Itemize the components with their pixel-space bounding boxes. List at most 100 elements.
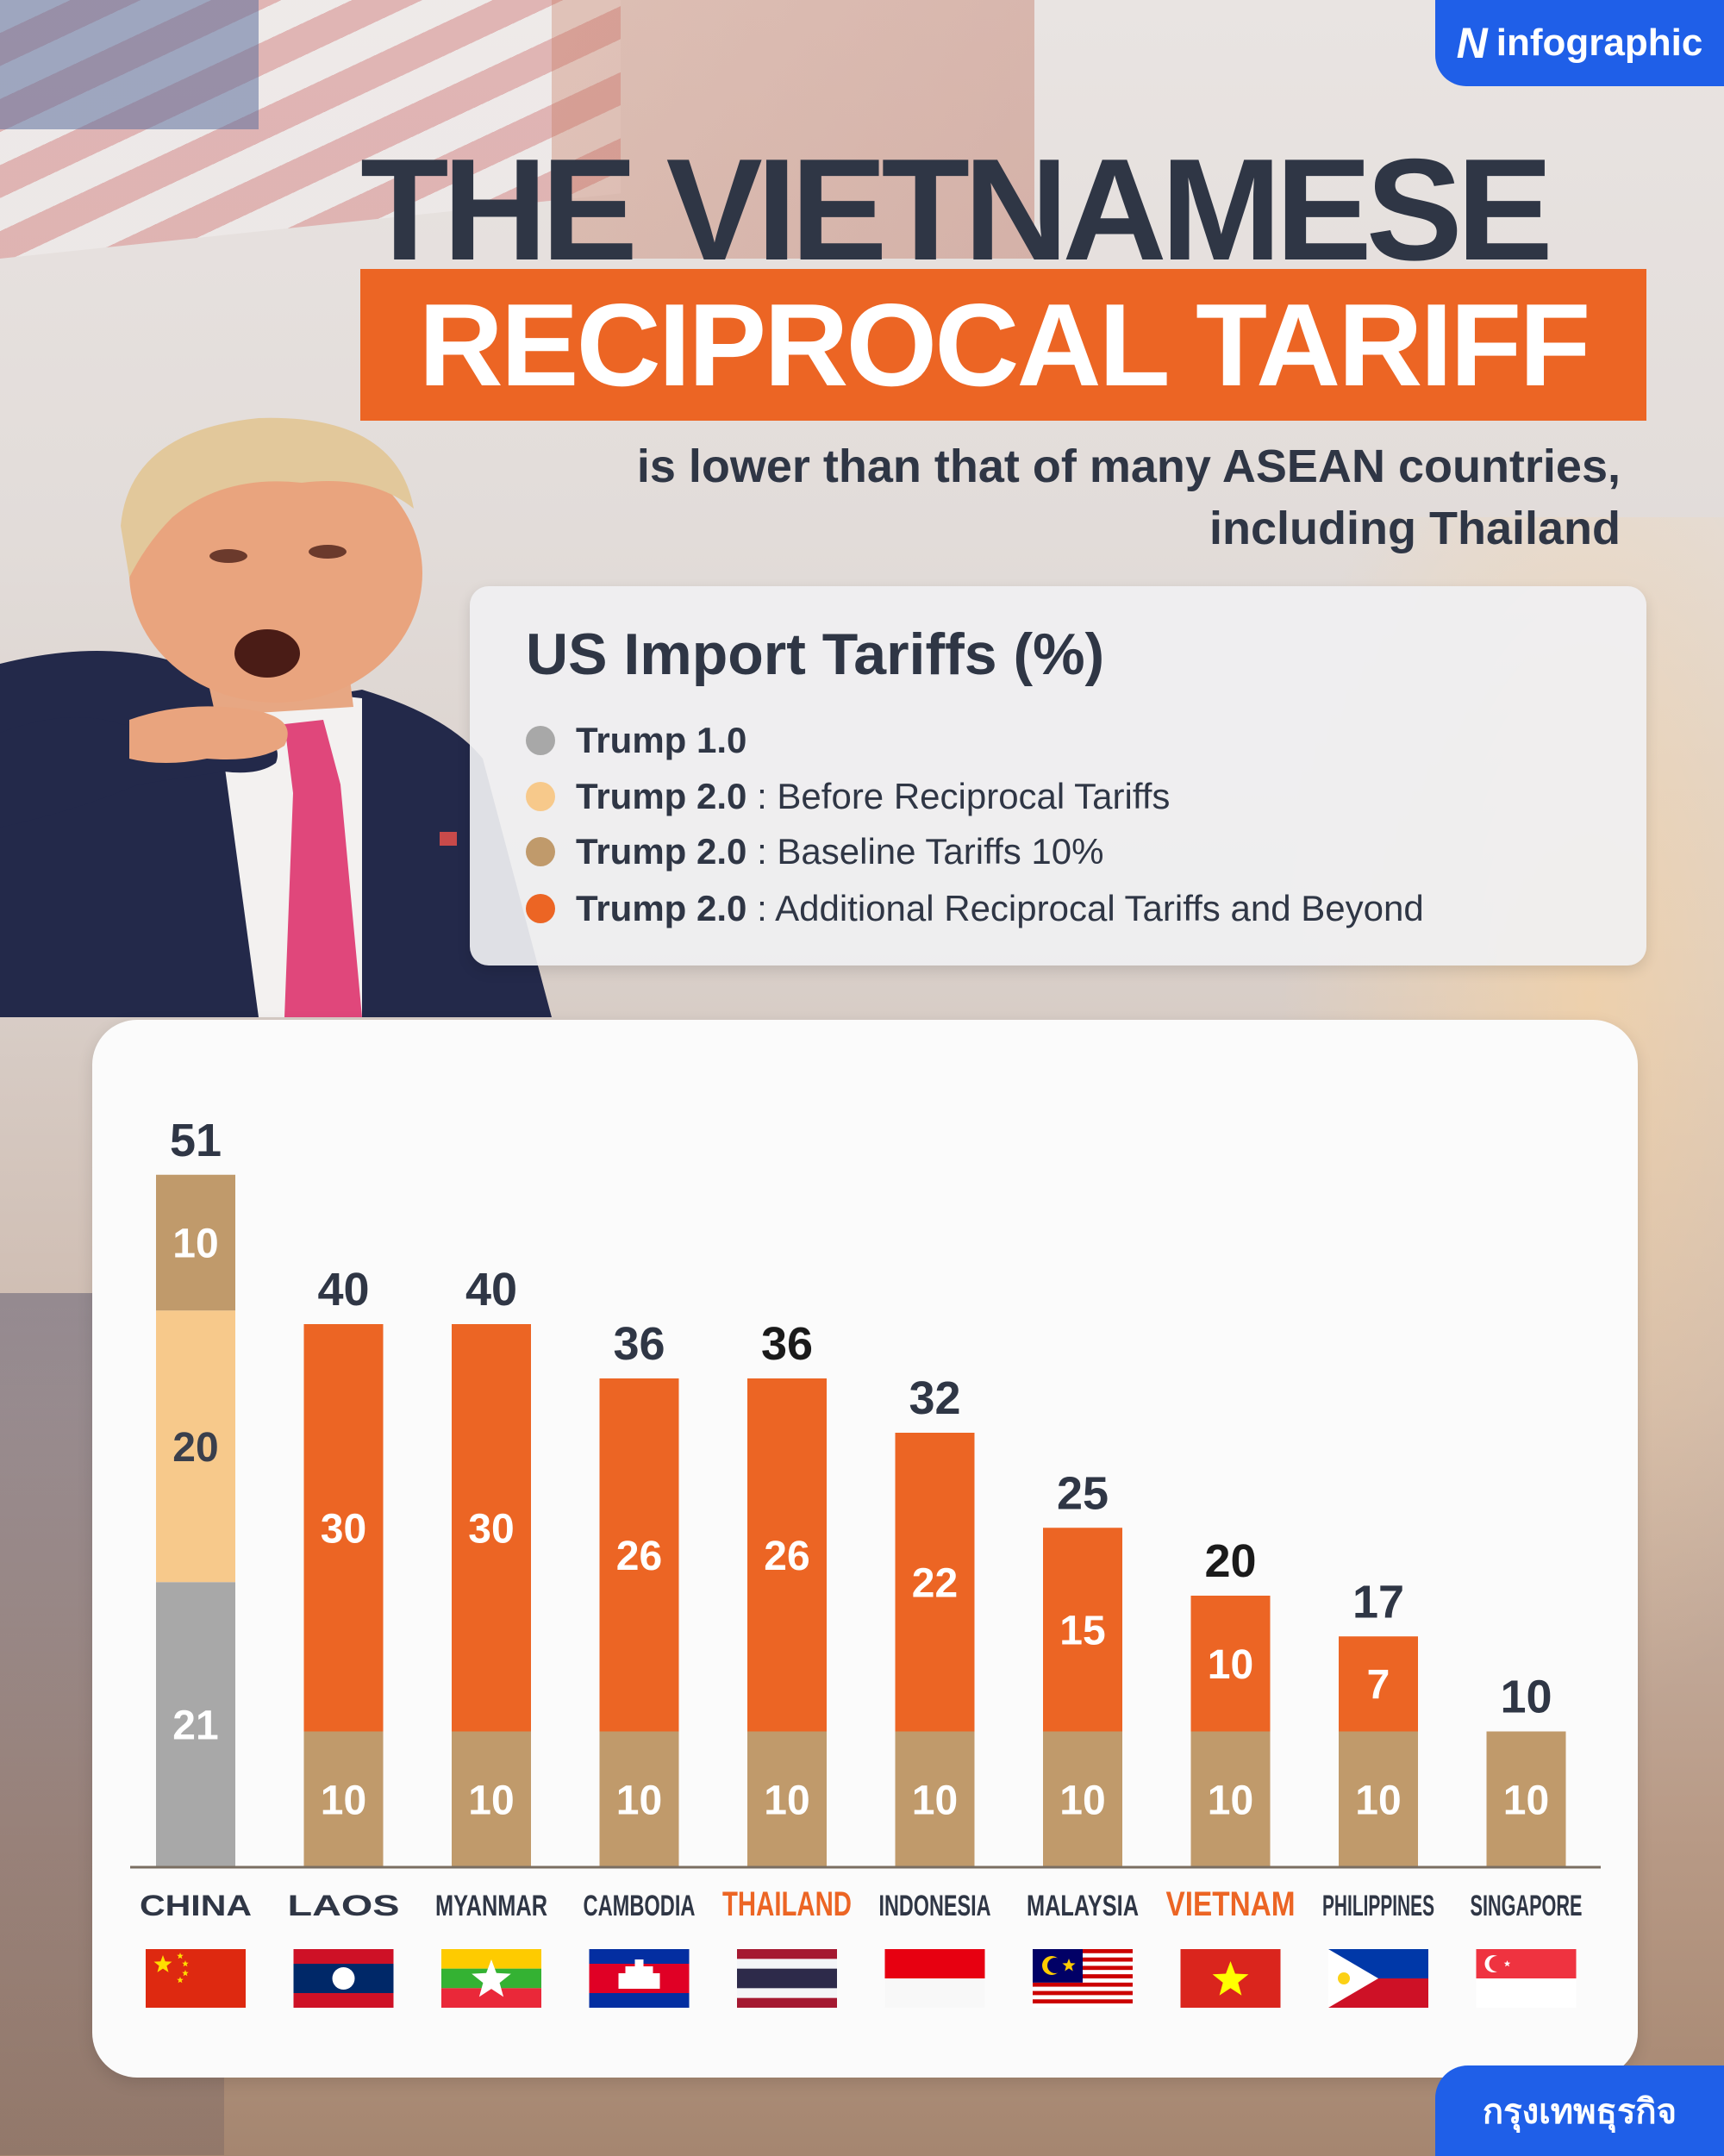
cambodia-flag [589,1949,690,2008]
vietnam-flag [1180,1949,1281,2008]
total-value-label: 40 [465,1264,517,1315]
bar-segment [747,1378,827,1732]
category-label: VIETNAM [1166,1885,1296,1923]
total-value-label: 51 [170,1115,222,1166]
category-label: SINGAPORE [1471,1890,1583,1922]
laos-flag [293,1949,394,2008]
total-value-label: 36 [613,1318,665,1370]
bar-segment [156,1310,235,1583]
bar-segment [303,1731,384,1867]
segment-value-label: 30 [321,1506,366,1552]
china-flag [146,1949,246,2008]
category-label: MALAYSIA [1027,1890,1139,1922]
total-value-label: 20 [1204,1535,1256,1587]
chart-card: 21 20 10 51 CHINA 10 30 40 LAOS 10 30 40 MYANMAR 10 26… [92,1020,1638,2078]
segment-value-label: 10 [616,1778,662,1823]
bar-segment [452,1324,531,1732]
legend-dot-orange [526,894,555,923]
subtitle-line-1: is lower than that of many ASEAN countri… [636,441,1621,492]
segment-value-label: 10 [1355,1778,1401,1823]
total-value-label: 40 [317,1264,369,1315]
legend-dot-gray [526,726,555,755]
philippines-flag [1328,1949,1428,2008]
legend-title: US Import Tariffs (%) [526,622,1105,687]
legend-item-trump-1: Trump 1.0 [526,720,746,761]
segment-value-label: 10 [1059,1778,1105,1823]
bar-segment [599,1378,679,1732]
segment-value-label: 10 [1208,1642,1253,1688]
headline-line-2: RECIPROCAL TARIFF [418,279,1591,410]
segment-value-label: 10 [468,1778,514,1823]
total-value-label: 32 [909,1372,960,1424]
legend-item-label: Trump 2.0 [576,831,747,872]
category-label: MYANMAR [435,1890,547,1922]
segment-value-label: 22 [912,1560,958,1606]
segment-value-label: 21 [172,1703,218,1749]
segment-value-label: 10 [764,1778,809,1823]
segment-value-label: 10 [321,1778,366,1823]
segment-value-label: 20 [172,1425,218,1471]
us-flag-stars-background [0,0,259,129]
headline-line-1: THE VIETNAMESE [360,128,1553,291]
malaysia-flag [1033,1949,1133,2008]
legend-item-detail: : Before Reciprocal Tariffs [746,776,1171,816]
category-label: CAMBODIA [584,1890,696,1922]
segment-value-label: 10 [1503,1778,1549,1823]
total-value-label: 17 [1352,1576,1404,1628]
category-label: INDONESIA [879,1890,991,1922]
thailand-flag [737,1949,837,2008]
segment-value-label: 26 [764,1534,809,1579]
category-label: CHINA [140,1890,252,1922]
bar-segment [452,1731,531,1867]
segment-value-label: 15 [1059,1608,1105,1653]
singapore-flag [1476,1949,1577,2008]
bar-segment [156,1174,235,1311]
segment-value-label: 26 [616,1534,662,1579]
bar-segment [156,1582,235,1867]
brand-logo-icon: N [1456,19,1488,67]
legend-item-before-reciprocal: Trump 2.0 : Before Reciprocal Tariffs [526,776,1170,817]
total-value-label: 36 [761,1318,813,1370]
total-value-label: 10 [1500,1672,1552,1723]
bar-segment [895,1433,975,1732]
politician-photo [0,417,552,1017]
legend-dot-light-orange [526,782,555,811]
bar-segment [1190,1596,1271,1732]
legend-item-detail: : Baseline Tariffs 10% [746,831,1104,872]
bar-segment [1043,1731,1122,1867]
segment-value-label: 10 [172,1222,218,1267]
legend-dot-tan [526,837,555,866]
bar-segment [895,1731,975,1867]
segment-value-label: 10 [912,1778,958,1823]
brand-badge: N infographic [1435,0,1724,86]
subtitle-line-2: including Thailand [1209,503,1621,554]
publisher-badge: กรุงเทพธุรกิจ [1435,2065,1724,2156]
category-label: THAILAND [722,1885,852,1923]
stacked-bar-chart: 21 20 10 51 CHINA 10 30 40 LAOS 10 30 40 MYANMAR 10 26… [130,1115,1601,2008]
legend-item-label: Trump 2.0 [576,776,747,816]
legend-item-detail: : Additional Reciprocal Tariffs and Beyo… [746,888,1424,928]
bar-segment [1339,1636,1418,1732]
category-label: LAOS [288,1890,400,1922]
bar-segment [599,1731,679,1867]
bar-segment [747,1731,827,1867]
brand-name: infographic [1496,22,1703,64]
bar-segment [1190,1731,1271,1867]
bar-segment [1486,1731,1566,1867]
category-label: PHILIPPINES [1322,1890,1434,1922]
legend-item-additional: Trump 2.0 : Additional Reciprocal Tariff… [526,888,1424,929]
legend-card: US Import Tariffs (%) Trump 1.0 Trump 2.… [470,586,1646,966]
segment-value-label: 10 [1208,1778,1253,1823]
headline-highlight-box: RECIPROCAL TARIFF [360,269,1646,421]
segment-value-label: 7 [1367,1662,1390,1708]
legend-item-label: Trump 2.0 [576,888,747,928]
legend-item-baseline: Trump 2.0 : Baseline Tariffs 10% [526,831,1103,872]
indonesia-flag [884,1949,985,2008]
myanmar-flag [441,1949,541,2008]
bar-segment [1339,1731,1418,1867]
subtitle: is lower than that of many ASEAN countri… [414,435,1621,559]
bar-segment [303,1324,384,1732]
total-value-label: 25 [1057,1467,1109,1519]
vietnam-flag-background [552,0,1034,259]
segment-value-label: 30 [468,1506,514,1552]
